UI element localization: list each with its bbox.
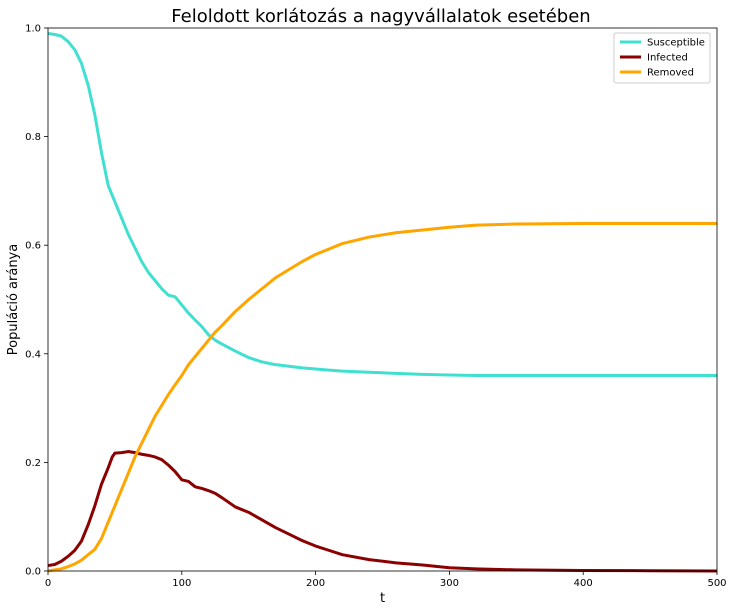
plot-frame xyxy=(47,27,718,572)
x-axis-label: t xyxy=(380,591,385,606)
y-tick-label: 0.6 xyxy=(25,241,41,252)
x-tick-label: 100 xyxy=(172,578,191,589)
series-group xyxy=(47,31,718,573)
x-tick-label: 500 xyxy=(707,578,726,589)
x-tick-label: 0 xyxy=(45,578,51,589)
y-tick-label: 0.8 xyxy=(25,132,41,143)
series-line-removed xyxy=(47,221,717,573)
legend-label-removed: Removed xyxy=(647,68,694,79)
legend-label-susceptible: Susceptible xyxy=(647,38,705,49)
legend: Susceptible Infected Removed xyxy=(613,32,711,84)
series-line-susceptible xyxy=(47,31,717,378)
series-line-infected xyxy=(47,450,718,573)
y-tick-label: 0.4 xyxy=(25,349,41,360)
y-axis-label: Populáció aránya xyxy=(6,244,21,355)
y-tick-label: 1.0 xyxy=(25,24,41,35)
ticks-group: 0 100 200 300 400 500 0.0 0.2 0.4 0.6 0.8 1.0 xyxy=(25,24,726,590)
chart-title: Feloldott korlátozás a nagyvállalatok es… xyxy=(171,6,590,27)
x-tick-label: 200 xyxy=(306,578,325,589)
x-tick-label: 300 xyxy=(440,578,459,589)
y-tick-label: 0.2 xyxy=(25,458,41,469)
x-tick-label: 400 xyxy=(574,578,593,589)
legend-label-infected: Infected xyxy=(647,53,688,64)
y-tick-label: 0.0 xyxy=(25,567,41,578)
